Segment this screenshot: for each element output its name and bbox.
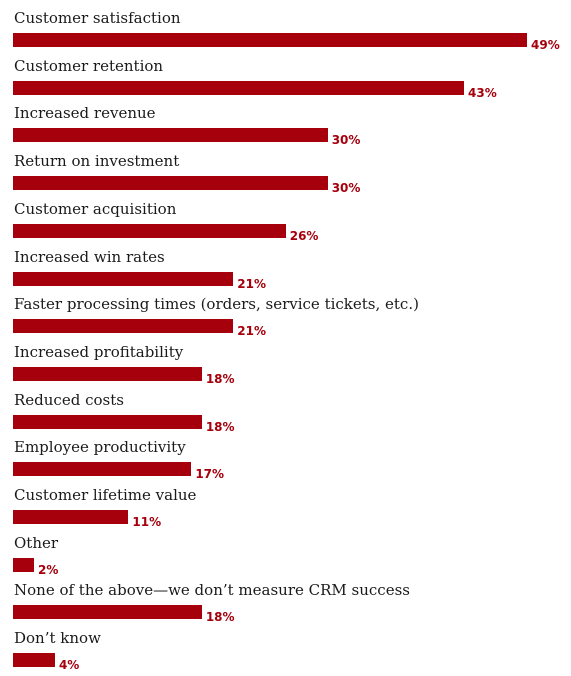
category-label: Increased win rates — [14, 247, 165, 266]
bar — [13, 80, 465, 95]
bar — [13, 128, 328, 143]
bar — [13, 605, 202, 620]
bar-row: Customer acquisition 26% — [0, 199, 571, 247]
category-label: Reduced costs — [14, 390, 124, 409]
bar — [13, 271, 234, 286]
bar — [13, 176, 328, 191]
bar — [13, 653, 55, 668]
bar — [13, 366, 202, 381]
bar — [13, 33, 527, 47]
category-label: Return on investment — [14, 152, 180, 171]
bar-row: Employee productivity 17% — [0, 437, 571, 485]
value-label: 30% — [331, 181, 361, 196]
bar — [13, 223, 286, 238]
value-label: 17% — [195, 467, 225, 482]
bar-row: Faster processing times (orders, service… — [0, 294, 571, 342]
value-label: 49% — [531, 38, 560, 52]
bar — [13, 414, 202, 429]
value-label: 18% — [205, 371, 235, 386]
category-label: None of the above—we don’t measure CRM s… — [14, 581, 410, 600]
value-label: 30% — [331, 133, 361, 148]
bar-row: Return on investment 30% — [0, 151, 571, 199]
bar-row: Customer satisfaction 49% — [0, 8, 571, 56]
bar-row: None of the above—we don’t measure CRM s… — [0, 580, 571, 628]
category-label: Faster processing times (orders, service… — [14, 295, 419, 314]
value-label: 18% — [205, 419, 235, 434]
category-label: Customer satisfaction — [14, 9, 181, 27]
value-label: 11% — [132, 515, 162, 529]
value-label: 43% — [468, 85, 497, 100]
category-label: Don’t know — [14, 629, 101, 648]
value-label: 21% — [237, 324, 267, 339]
bar-row: Reduced costs 18% — [0, 390, 571, 438]
bar — [13, 462, 192, 477]
bar-row: Increased profitability 18% — [0, 342, 571, 390]
bar-row: Other 2% — [0, 533, 571, 581]
category-label: Other — [14, 533, 59, 552]
bar-row: Customer lifetime value 11% — [0, 485, 571, 533]
bar — [13, 510, 129, 524]
bar-row: Increased win rates 21% — [0, 247, 571, 295]
bar-row: Don’t know 4% — [0, 628, 571, 676]
bar-row: Increased revenue 30% — [0, 103, 571, 151]
bar — [13, 319, 234, 334]
category-label: Employee productivity — [14, 438, 186, 457]
category-label: Customer retention — [14, 56, 164, 75]
category-label: Customer lifetime value — [14, 486, 197, 504]
value-label: 4% — [58, 658, 80, 673]
category-label: Increased profitability — [14, 342, 184, 361]
category-label: Customer acquisition — [14, 199, 177, 218]
value-label: 18% — [205, 610, 235, 625]
bar-row: Customer retention 43% — [0, 56, 571, 104]
value-label: 21% — [237, 276, 267, 291]
category-label: Increased revenue — [14, 104, 156, 123]
value-label: 26% — [289, 228, 319, 243]
value-label: 2% — [37, 562, 59, 577]
bar — [13, 557, 34, 572]
